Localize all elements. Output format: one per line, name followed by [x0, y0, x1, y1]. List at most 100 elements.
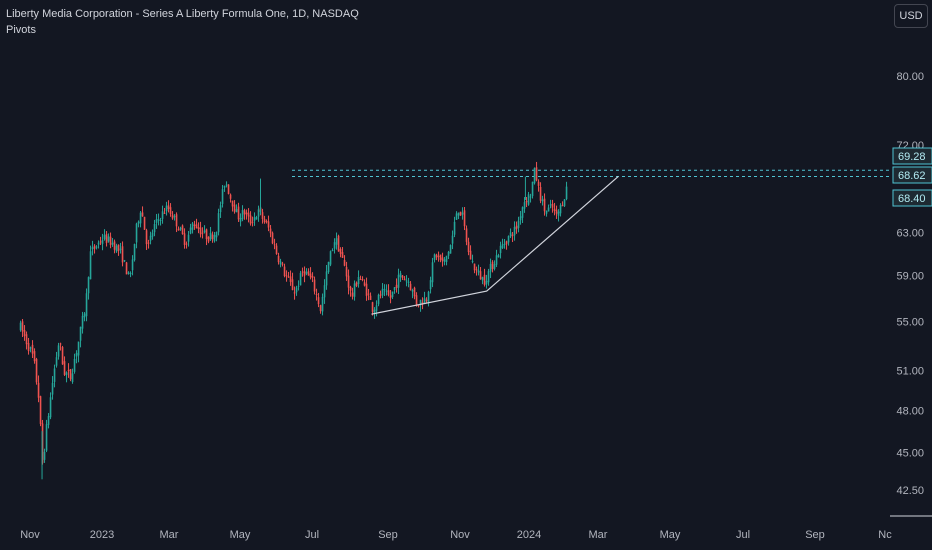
candle — [367, 288, 370, 301]
trendline[interactable] — [371, 176, 619, 315]
candle — [463, 207, 466, 231]
candle — [377, 293, 380, 307]
candle-body — [365, 283, 368, 296]
candle — [329, 250, 332, 267]
ascending-trendline — [371, 176, 619, 315]
candle-body — [535, 167, 538, 181]
candle — [531, 181, 534, 199]
candle-body — [71, 373, 74, 382]
candle — [553, 202, 556, 216]
x-tick-label: Sep — [805, 529, 825, 541]
candle — [131, 255, 134, 276]
candle — [145, 228, 148, 250]
candle — [31, 340, 34, 358]
candle-body — [299, 272, 302, 286]
candle — [515, 221, 518, 234]
candle — [397, 268, 400, 295]
candle — [87, 276, 90, 300]
candle — [415, 292, 418, 307]
candle-body — [485, 280, 488, 285]
candle — [361, 276, 364, 282]
candle — [53, 364, 56, 388]
x-tick-label: 2023 — [90, 529, 114, 541]
candle-body — [213, 234, 216, 242]
price-axis[interactable]: 80.0072.0063.0059.0055.0051.0048.0045.00… — [896, 71, 924, 497]
candle-body — [115, 245, 118, 252]
candle-body — [373, 309, 376, 315]
candle — [487, 268, 490, 286]
candle-body — [435, 254, 438, 258]
time-axis[interactable]: Nov 2023 Mar May Jul Sep Nov 2024 Mar May Jul Sep Nc — [20, 515, 932, 541]
candle-body — [265, 221, 268, 223]
candle-body — [555, 209, 558, 214]
candle-body — [57, 345, 60, 357]
y-tick-label: 59.00 — [896, 270, 924, 282]
candle-body — [383, 289, 386, 291]
candle — [173, 214, 176, 221]
chart-header: Liberty Media Corporation - Series A Lib… — [6, 8, 359, 36]
candle — [497, 253, 500, 258]
candle-body — [449, 245, 452, 254]
candle — [407, 277, 410, 288]
candle-body — [349, 286, 352, 291]
candle-body — [185, 243, 188, 245]
candle-body — [289, 276, 292, 282]
candle-body — [331, 250, 334, 252]
candle — [133, 243, 136, 262]
candle-body — [447, 251, 450, 256]
candle-body — [377, 294, 380, 305]
candle-body — [313, 279, 316, 292]
candle — [495, 249, 498, 268]
candle-body — [261, 212, 264, 220]
candle-body — [129, 272, 132, 275]
symbol-title[interactable]: Liberty Media Corporation - Series A Lib… — [6, 8, 359, 20]
candle — [431, 257, 434, 288]
candle — [61, 345, 64, 365]
candle-body — [201, 232, 204, 234]
candle-body — [385, 290, 388, 292]
candle-body — [341, 252, 344, 258]
candle-body — [481, 277, 484, 281]
candle-body — [523, 202, 526, 209]
candle-body — [433, 254, 436, 260]
candle-body — [253, 217, 256, 221]
candle — [423, 291, 426, 304]
candle-body — [227, 184, 230, 194]
candle — [167, 200, 170, 213]
candle-body — [203, 230, 206, 233]
candle — [345, 261, 348, 281]
candle — [535, 161, 538, 182]
candle — [455, 211, 458, 220]
candle — [523, 197, 526, 213]
candle-body — [219, 205, 222, 213]
candle — [169, 203, 172, 217]
candle-body — [515, 225, 518, 230]
candle-body — [171, 214, 174, 219]
candle-body — [257, 209, 260, 217]
candle — [21, 318, 24, 338]
candle — [381, 283, 384, 299]
candle-body — [431, 262, 434, 283]
indicator-label[interactable]: Pivots — [6, 24, 36, 36]
candle-body — [199, 227, 202, 235]
candle — [159, 217, 162, 226]
candle-body — [123, 260, 126, 262]
candle — [183, 228, 186, 249]
y-tick-label: 42.50 — [896, 485, 924, 497]
candle-body — [525, 200, 528, 203]
candle-body — [135, 223, 138, 243]
candle-body — [53, 368, 56, 382]
candle — [309, 267, 312, 280]
candle-body — [511, 234, 514, 237]
candle — [161, 205, 164, 224]
candle — [55, 351, 58, 368]
candle-body — [533, 167, 536, 184]
candle — [499, 241, 502, 259]
candle-body — [319, 305, 322, 312]
candle — [385, 284, 388, 296]
currency-button[interactable]: USD — [894, 4, 928, 28]
candle — [141, 206, 144, 217]
candle — [519, 210, 522, 225]
candle — [465, 225, 468, 246]
